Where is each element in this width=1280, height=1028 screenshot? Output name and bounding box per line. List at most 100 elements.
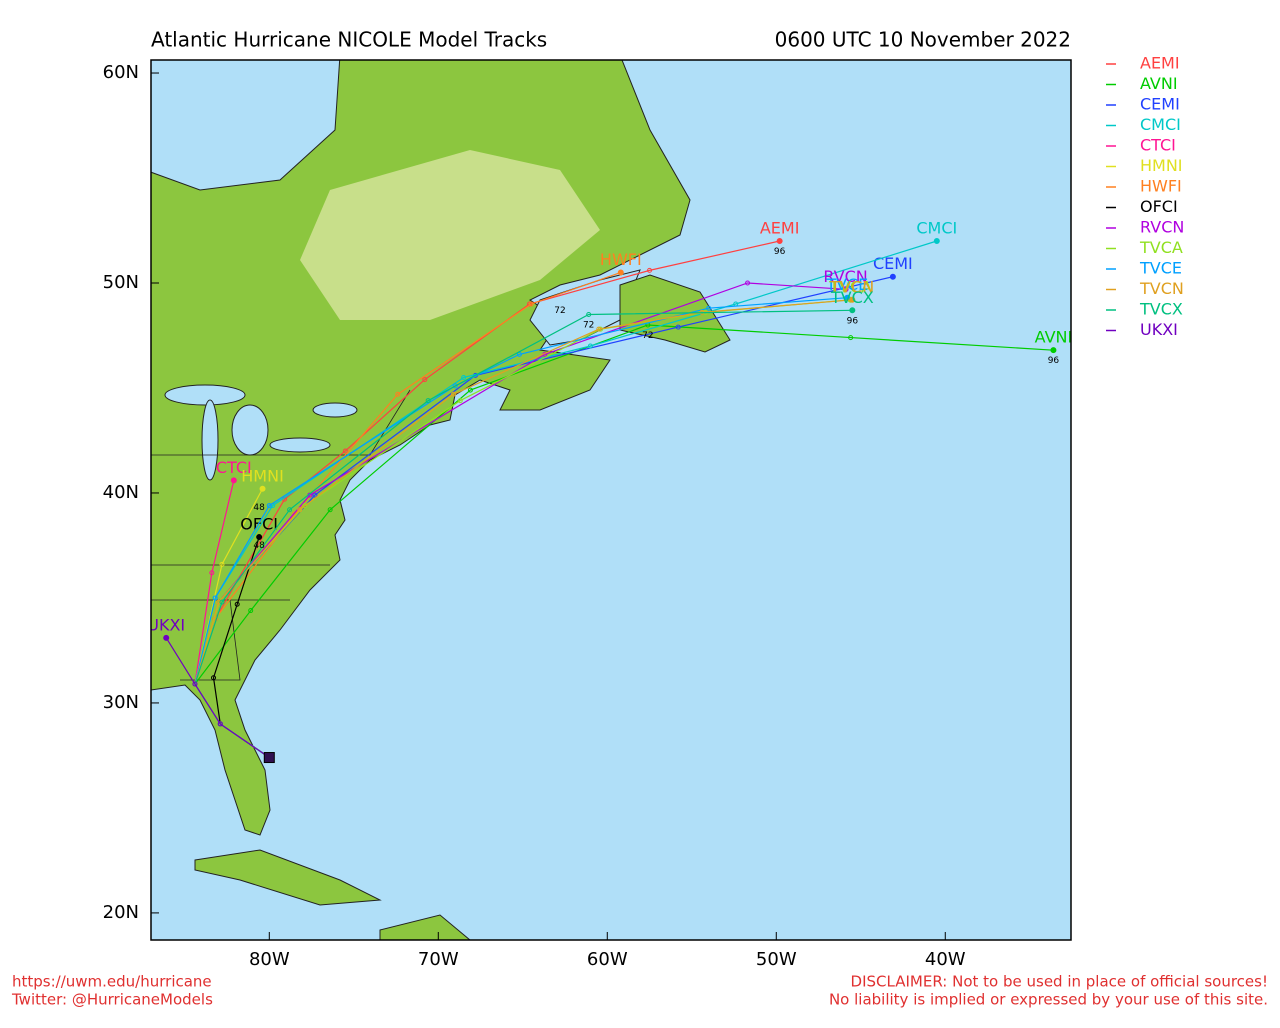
track-line bbox=[165, 637, 270, 759]
track-point bbox=[706, 305, 712, 311]
hour-label: 96 bbox=[847, 316, 859, 326]
hour-label: 96 bbox=[1048, 356, 1060, 366]
track-point bbox=[457, 398, 463, 404]
legend-label: AEMI bbox=[1140, 54, 1180, 73]
track-point bbox=[745, 280, 751, 286]
track-point bbox=[163, 634, 170, 641]
footer-text: https://uwm.edu/hurricane bbox=[12, 973, 212, 991]
track-point bbox=[312, 492, 318, 498]
track-point bbox=[217, 721, 223, 727]
hour-label: 48 bbox=[253, 541, 265, 551]
y-tick-label: 40N bbox=[103, 482, 139, 503]
track-end-label: TVCX bbox=[830, 288, 874, 307]
legend-label: CMCI bbox=[1140, 115, 1181, 134]
hour-label: 72 bbox=[583, 320, 594, 330]
track-point bbox=[849, 296, 856, 303]
track-point bbox=[211, 675, 217, 681]
legend-label: TVCN bbox=[1139, 279, 1184, 298]
plot-frame bbox=[150, 59, 1072, 941]
track-point bbox=[297, 507, 303, 513]
hour-label: 48 bbox=[253, 503, 265, 513]
track-point bbox=[776, 237, 783, 244]
x-tick-label: 70W bbox=[418, 949, 459, 970]
chart-subtitle: 0600 UTC 10 November 2022 bbox=[775, 28, 1071, 52]
track-point bbox=[516, 351, 522, 357]
track-point bbox=[647, 267, 653, 273]
legend-label: AVNI bbox=[1140, 74, 1178, 93]
track-point bbox=[675, 324, 681, 330]
y-tick-label: 20N bbox=[103, 902, 139, 923]
track-end-label: CEMI bbox=[873, 254, 913, 273]
track-point bbox=[461, 374, 467, 380]
track-point bbox=[842, 286, 849, 293]
track-point bbox=[212, 595, 218, 601]
track-point bbox=[342, 448, 348, 454]
x-tick-label: 60W bbox=[587, 949, 628, 970]
x-tick-label: 50W bbox=[756, 949, 797, 970]
track-end-label: TVCE bbox=[825, 275, 868, 294]
x-tick-label: 80W bbox=[249, 949, 290, 970]
y-tick-label: 30N bbox=[103, 692, 139, 713]
legend-label: TVCE bbox=[1139, 259, 1182, 278]
legend-label: TVCX bbox=[1139, 300, 1183, 319]
track-end-label: CMCI bbox=[916, 218, 957, 237]
track-point bbox=[1050, 347, 1057, 354]
legend-label: HWFI bbox=[1140, 177, 1182, 196]
track-point bbox=[889, 273, 896, 280]
land bbox=[151, 60, 731, 940]
legend-label: OFCI bbox=[1140, 197, 1178, 216]
legend-label: RVCN bbox=[1140, 218, 1184, 237]
legend-label: UKXI bbox=[1140, 320, 1178, 339]
track-point bbox=[216, 599, 222, 605]
track-point bbox=[586, 311, 592, 317]
track-end-label: HMNI bbox=[241, 466, 284, 485]
track-point bbox=[849, 307, 856, 314]
track-point bbox=[933, 237, 940, 244]
track-point bbox=[327, 507, 333, 513]
track-point bbox=[192, 681, 198, 687]
hour-label: 72 bbox=[642, 331, 653, 341]
track-point bbox=[425, 398, 431, 404]
x-tick-label: 40W bbox=[925, 949, 966, 970]
y-tick-label: 50N bbox=[103, 272, 139, 293]
track-point bbox=[256, 534, 263, 541]
track-point bbox=[467, 387, 473, 393]
tracks: AEMIAVNICEMICMCICTCIHMNIHWFIOFCIRVCNTVCA… bbox=[147, 218, 1073, 764]
track-point bbox=[422, 377, 428, 383]
track-end-label: TVCN bbox=[829, 277, 874, 296]
legend-label: TVCA bbox=[1139, 238, 1183, 257]
track-point bbox=[452, 383, 458, 389]
track-point bbox=[266, 503, 272, 509]
track-point bbox=[230, 477, 237, 484]
footer-text: No liability is implied or expressed by … bbox=[829, 991, 1268, 1009]
track-point bbox=[617, 269, 624, 276]
track-point bbox=[395, 391, 401, 397]
track-point bbox=[450, 391, 456, 397]
track-end-label: HWFI bbox=[600, 250, 642, 269]
hour-label: 72 bbox=[554, 306, 565, 316]
track-point bbox=[848, 335, 854, 341]
legend-label: CEMI bbox=[1140, 95, 1180, 114]
track-point bbox=[287, 507, 293, 513]
track-end-label: RVCN bbox=[823, 267, 867, 286]
track-point bbox=[209, 570, 215, 576]
track-end-label: AEMI bbox=[760, 218, 800, 237]
track-point bbox=[302, 503, 308, 509]
track-point bbox=[528, 301, 534, 307]
storm-position bbox=[263, 752, 275, 764]
legend-label: HMNI bbox=[1140, 156, 1183, 175]
y-tick-label: 60N bbox=[103, 62, 139, 83]
track-point bbox=[596, 326, 602, 332]
track-point bbox=[219, 599, 225, 605]
footer-text: Twitter: @HurricaneModels bbox=[11, 991, 213, 1009]
footer-text: DISCLAIMER: Not to be used in place of o… bbox=[851, 973, 1268, 991]
track-point bbox=[587, 343, 593, 349]
track-end-label: UKXI bbox=[147, 615, 185, 634]
track-end-label: CTCI bbox=[216, 458, 252, 477]
legend-label: CTCI bbox=[1140, 136, 1176, 155]
track-point bbox=[219, 561, 225, 567]
chart-title: Atlantic Hurricane NICOLE Model Tracks bbox=[151, 28, 547, 52]
track-end-label: TVCA bbox=[828, 277, 872, 296]
track-end-label: AVNI bbox=[1035, 328, 1073, 347]
